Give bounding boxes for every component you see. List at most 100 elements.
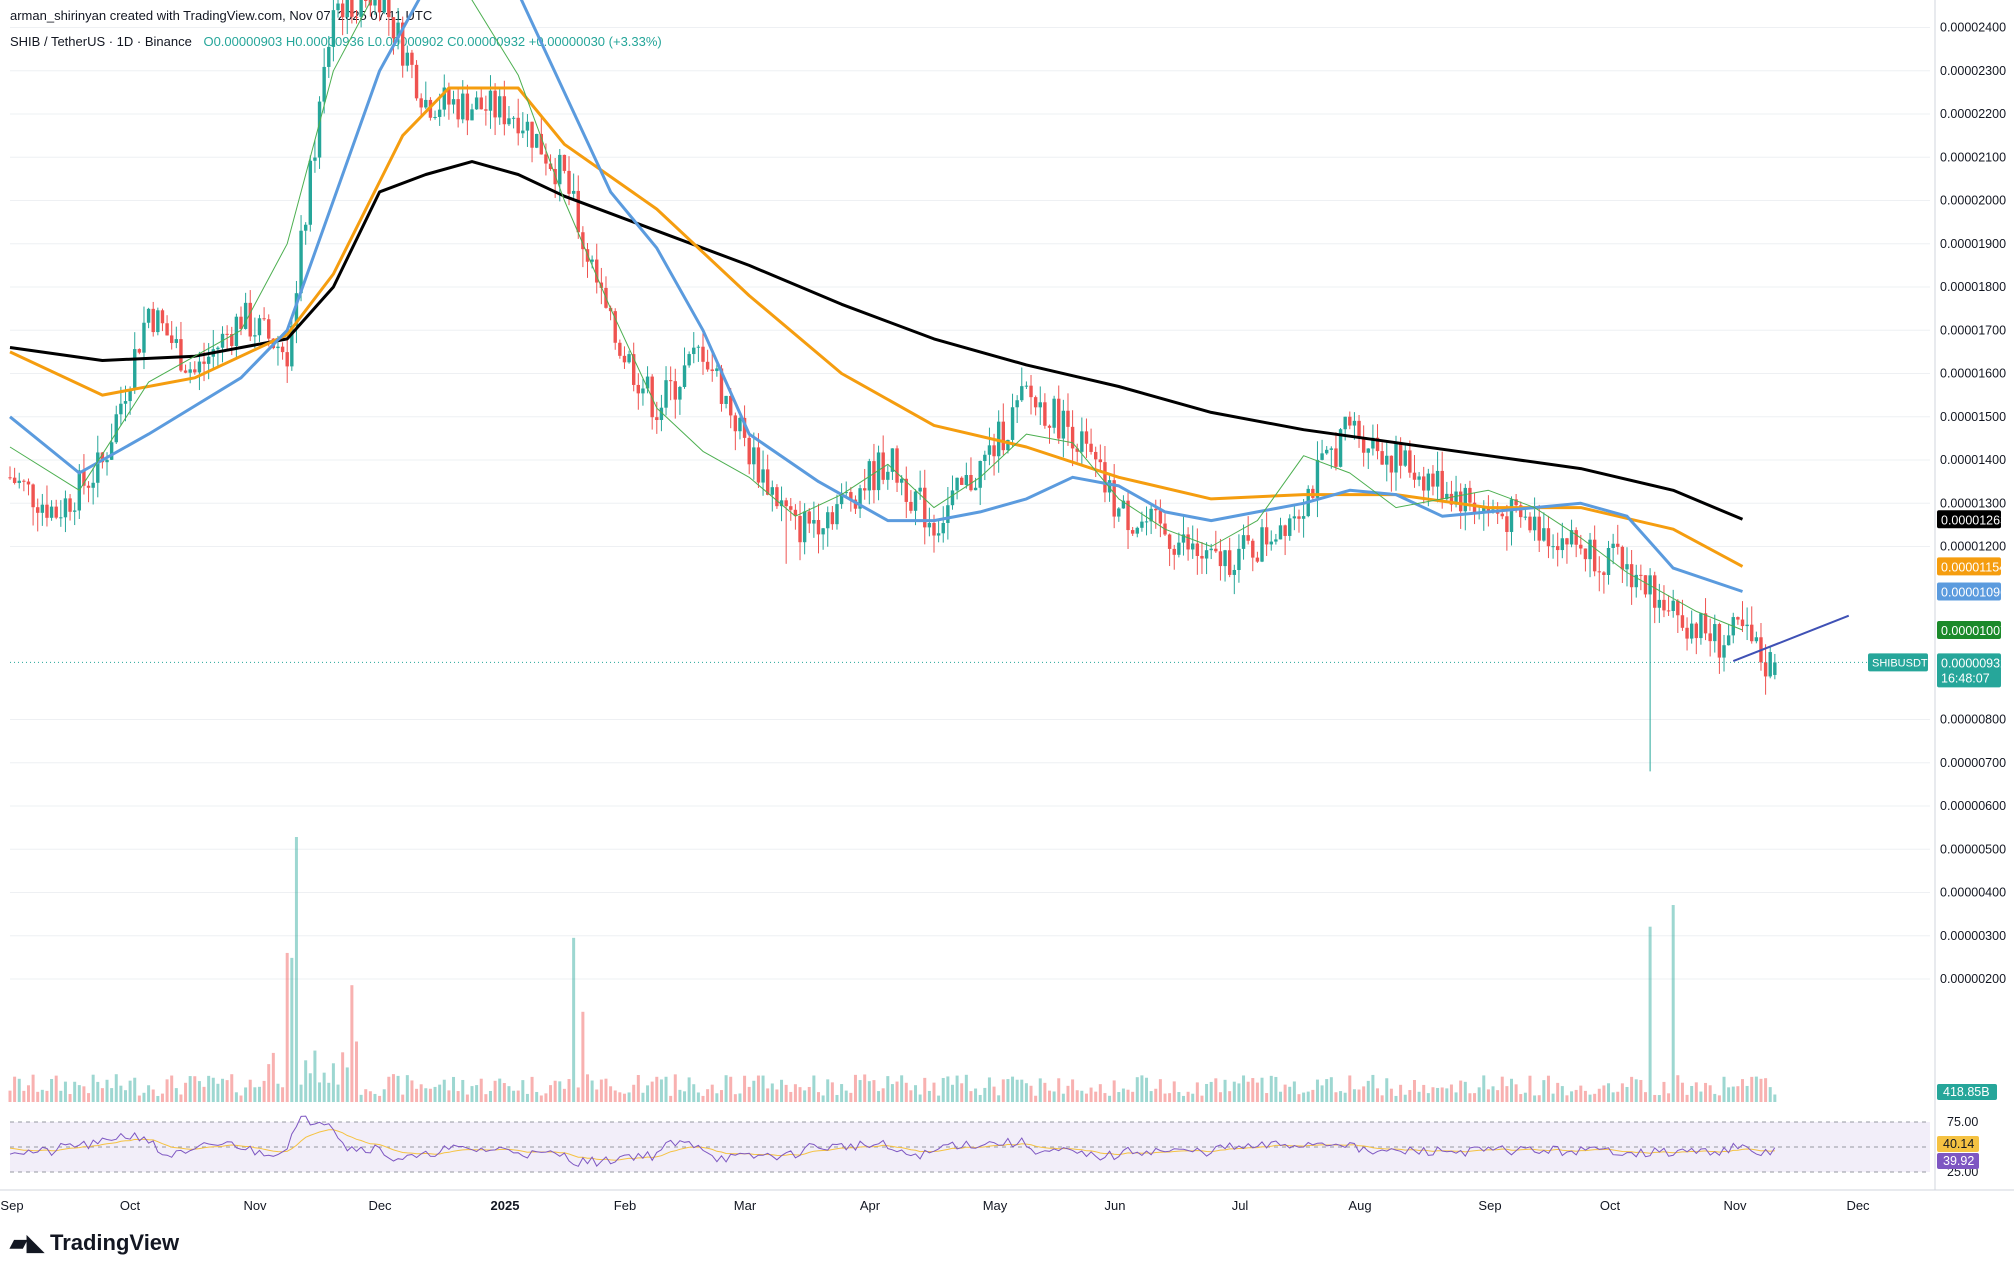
volume-bar [853, 1074, 857, 1102]
candle-body [327, 46, 331, 67]
candle-body [1676, 600, 1680, 616]
candle-body [1167, 534, 1172, 549]
candle-body [447, 87, 451, 105]
volume-bar [1754, 1076, 1758, 1102]
volume-bar [696, 1092, 700, 1102]
volume-bar [1454, 1092, 1458, 1102]
volume-bar [1648, 926, 1652, 1102]
candle-body [183, 370, 188, 373]
price-tick-label: 0.00002300 [1940, 64, 2006, 78]
volume-bar [442, 1079, 446, 1102]
volume-bar [91, 1074, 95, 1102]
candle-body [973, 487, 978, 491]
volume-bar [840, 1084, 844, 1102]
candle-body [1329, 448, 1334, 450]
volume-bar [950, 1084, 954, 1102]
volume-bar [632, 1084, 636, 1102]
candle-body [927, 522, 932, 528]
volume-bar [1597, 1088, 1601, 1102]
volume-bar [1671, 905, 1675, 1102]
volume-bar [812, 1075, 816, 1102]
candle-body [936, 533, 941, 536]
candle-body [1130, 530, 1135, 534]
candle-body [174, 339, 179, 343]
candle-body [1713, 624, 1717, 642]
candle-body [465, 93, 470, 121]
volume-bar [1731, 1086, 1735, 1102]
volume-bar [1694, 1082, 1698, 1102]
candle-body [655, 417, 659, 421]
candle-body [206, 356, 211, 364]
volume-bar [1745, 1085, 1749, 1102]
candle-body [678, 386, 682, 400]
volume-bar [576, 1087, 580, 1102]
volume-bar [1343, 1092, 1347, 1102]
volume-bar [650, 1081, 654, 1102]
candle-body [1227, 550, 1232, 575]
volume-bar [262, 1080, 266, 1102]
candle-body [137, 349, 142, 353]
candle-body [890, 448, 895, 472]
candle-body [567, 170, 571, 194]
rsi-badge [1937, 1153, 1979, 1169]
volume-bar [1759, 1078, 1763, 1102]
price-badge [1937, 510, 2001, 529]
volume-bar [405, 1075, 409, 1102]
tradingview-logo[interactable]: ▰◣ TradingView [10, 1230, 179, 1256]
candle-body [641, 388, 645, 394]
candle-body [401, 22, 405, 66]
volume-bar [909, 1090, 913, 1102]
volume-bar [1408, 1090, 1412, 1102]
candle-body [1532, 516, 1537, 531]
volume-bar [193, 1076, 197, 1102]
candle-body [595, 259, 599, 283]
candle-body [1080, 431, 1084, 452]
ma-line-ma50 [9, 0, 1743, 593]
candle-body [1440, 470, 1444, 500]
candle-body [354, 16, 359, 18]
volume-bar [1223, 1079, 1227, 1102]
volume-bar [733, 1094, 737, 1102]
symbol-title[interactable]: SHIB / TetherUS · 1D · Binance [10, 34, 192, 49]
price-badge-value: 0.00001263 [1941, 513, 2007, 527]
volume-bar [1034, 1095, 1038, 1102]
candle-body [410, 52, 414, 65]
volume-bar [770, 1083, 774, 1102]
candle-body [1251, 540, 1255, 558]
candle-body [1657, 599, 1662, 608]
candle-body [502, 96, 507, 125]
candle-body [1736, 617, 1740, 620]
candle-body [303, 224, 308, 231]
volume-bar [378, 1095, 382, 1102]
volume-bar [544, 1093, 548, 1102]
volume-bar [452, 1076, 456, 1102]
volume-bar [881, 1088, 885, 1102]
volume-bar [1579, 1085, 1583, 1102]
volume-bar [1218, 1092, 1222, 1102]
volume-bar [1473, 1093, 1477, 1102]
volume-bar [706, 1089, 710, 1102]
volume-bar [622, 1093, 626, 1102]
candle-body [340, 3, 345, 18]
volume-bar [1583, 1090, 1587, 1102]
volume-bar [821, 1095, 825, 1102]
candle-body [913, 491, 918, 511]
volume-bar [826, 1079, 830, 1102]
volume-bar [1339, 1091, 1343, 1102]
candle-body [1172, 548, 1176, 555]
volume-bar [17, 1078, 21, 1102]
candle-body [839, 492, 844, 505]
candle-body [442, 87, 446, 110]
candle-body [414, 64, 419, 99]
candle-body [1717, 624, 1722, 658]
volume-bar [1556, 1082, 1560, 1102]
candle-body [1592, 539, 1597, 572]
candle-body [364, 0, 368, 1]
volume-bar [793, 1084, 797, 1102]
candle-body [872, 461, 876, 491]
candle-body [1588, 539, 1592, 560]
volume-bar [1362, 1086, 1366, 1102]
last-price-value: 0.00000932 [1941, 656, 2007, 670]
candle-body [1768, 652, 1772, 677]
